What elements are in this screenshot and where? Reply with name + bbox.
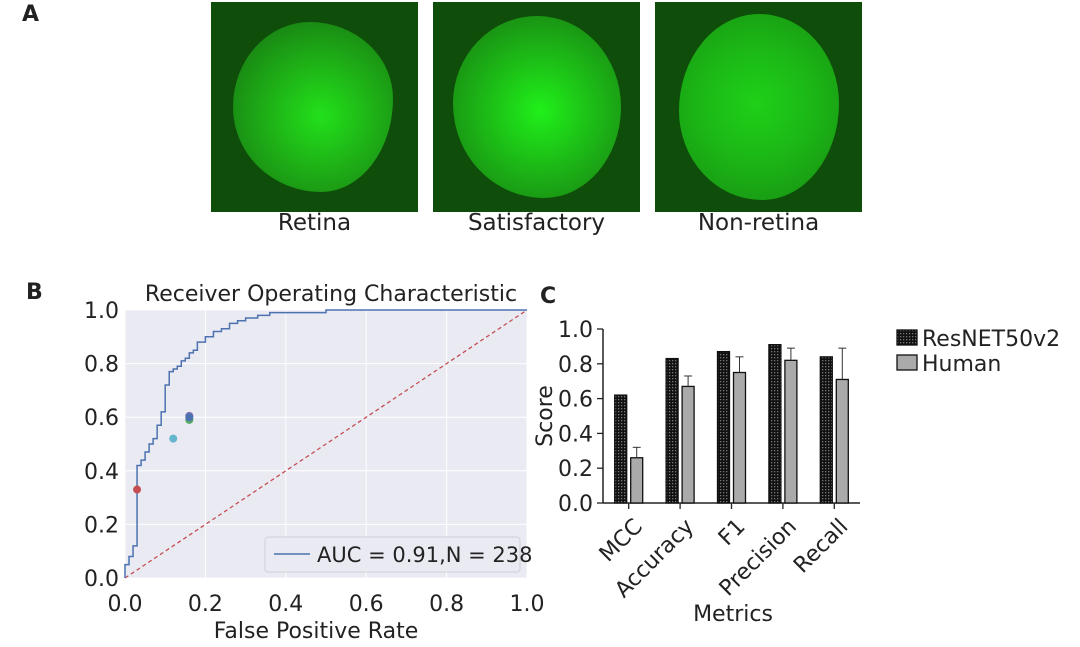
roc-legend-label: AUC = 0.91,N = 238: [317, 543, 533, 567]
bar-y-tick-label: 1.0: [558, 318, 593, 343]
roc-y-tick-label: 0.2: [84, 513, 119, 538]
bar-y-tick-label: 0.2: [558, 457, 593, 482]
roc-y-tick-label: 1.0: [84, 299, 119, 324]
bar-category-label: Recall: [789, 514, 853, 578]
roc-x-tick-label: 0.2: [188, 592, 223, 617]
roc-title: Receiver Operating Characteristic: [145, 282, 517, 307]
bar-human: [784, 359, 798, 504]
roc-operating-point: [169, 434, 178, 443]
roc-legend-box: [264, 536, 521, 573]
roc-x-tick-label: 0.6: [349, 592, 384, 617]
roc-y-tick-label: 0.6: [84, 406, 119, 431]
bar-y-tick-label: 0.0: [558, 492, 593, 517]
bar-y-tick-label: 0.4: [558, 422, 593, 447]
roc-legend: AUC = 0.91,N = 238: [264, 536, 533, 573]
roc-curve-line: [124, 309, 527, 578]
roc-chance-line: [124, 309, 528, 579]
bar-resnet: [665, 357, 679, 504]
retina-caption: Retina: [277, 210, 352, 236]
bar-x-axis-label: Metrics: [693, 602, 773, 627]
roc-x-tick-label: 0.8: [429, 592, 464, 617]
roc-x-tick-label: 0.0: [108, 592, 143, 617]
roc-x-tick-label: 1.0: [510, 592, 545, 617]
bar-legend-swatch: [896, 329, 918, 346]
bar-resnet: [819, 356, 833, 504]
panel-a-letter: A: [22, 2, 40, 27]
roc-y-tick-label: 0.0: [84, 567, 119, 592]
panel-b-letter: B: [26, 280, 43, 305]
satisfactory-image: [433, 2, 640, 212]
bar-human: [681, 385, 695, 504]
bar-human: [732, 371, 747, 504]
roc-operating-point: [133, 485, 142, 494]
bar-category-label: F1: [714, 514, 751, 551]
bar-legend-label: Human: [922, 352, 1001, 377]
bar-human: [835, 378, 849, 504]
satisfactory-caption: Satisfactory: [467, 210, 606, 236]
bar-resnet: [716, 350, 731, 504]
bar-y-axis-label: Score: [533, 385, 558, 447]
bar-resnet: [614, 394, 628, 504]
roc-operating-point: [185, 413, 194, 422]
bar-y-tick-label: 0.6: [558, 388, 593, 413]
roc-y-tick-label: 0.4: [84, 460, 119, 485]
panel-c-letter: C: [540, 284, 557, 309]
retina-image: [211, 2, 418, 212]
non-retina-caption: Non-retina: [697, 210, 820, 236]
roc-y-tick-label: 0.8: [84, 353, 119, 378]
roc-x-axis-label: False Positive Rate: [214, 619, 418, 644]
bar-resnet: [768, 344, 782, 504]
bar-human: [630, 457, 644, 504]
non-retina-image: [655, 2, 862, 212]
bar-legend-swatch: [896, 354, 918, 371]
bar-legend-label: ResNET50v2: [922, 327, 1060, 352]
bar-y-tick-label: 0.8: [558, 353, 593, 378]
roc-x-tick-label: 0.4: [268, 592, 303, 617]
